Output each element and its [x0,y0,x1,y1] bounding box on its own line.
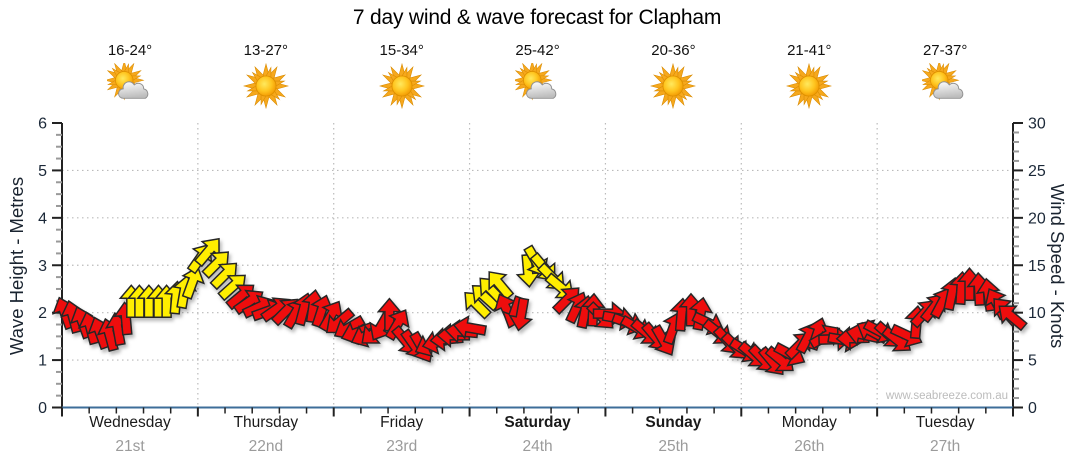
temp-range: 21-41° [787,42,832,59]
wind-arrow-light [998,305,1028,332]
temp-range: 13-27° [243,42,289,59]
day-name: Monday [781,414,837,431]
wind-arrow-strong [181,266,206,300]
temp-range: 27-37° [922,42,968,59]
wave-axis-tick-label: 1 [38,353,47,370]
day-name: Wednesday [89,414,171,431]
day-summary-sunday: 20-36° [605,42,741,114]
xaxis-day-tuesday: Tuesday 27th [877,414,1013,456]
wind-arrow-light [508,297,534,332]
wave-axis-tick-label: 4 [38,210,47,227]
temp-range: 20-36° [651,42,696,59]
wind-axis-tick-label: 25 [1028,163,1046,180]
wave-axis-tick-label: 3 [38,258,47,275]
day-date: 25th [658,438,689,455]
day-name: Sunday [645,414,702,431]
watermark: www.seabreeze.com.au [885,390,1008,402]
day-date: 27th [930,438,961,455]
day-summary-saturday: 25-42° [470,42,606,114]
xaxis-day-saturday: Saturday 24th [470,414,606,456]
chart-title: 7 day wind & wave forecast for Clapham [352,6,722,29]
wind-axis-tick-label: 15 [1028,258,1046,275]
day-date: 22nd [248,438,284,455]
day-summary-friday: 15-34° [334,42,470,114]
day-date: 24th [522,438,553,455]
wind-arrow-light [452,314,488,340]
wind-axis-tick-label: 5 [1028,353,1037,370]
wave-axis-tick-label: 5 [38,163,47,180]
day-name: Tuesday [915,414,975,431]
xaxis-day-wednesday: Wednesday 21st [62,414,198,456]
wind-arrow-strong [488,271,515,301]
wind-arrow-light [384,309,410,342]
xaxis-day-thursday: Thursday 22nd [198,414,334,456]
wind-axis-tick-label: 10 [1028,305,1046,322]
day-date: 21st [115,438,145,455]
wind-axis-tick-label: 20 [1028,210,1046,227]
wind-axis-tick-label: 30 [1028,116,1046,133]
day-name: Saturday [504,414,571,431]
xaxis-day-monday: Monday 26th [741,414,877,456]
day-name: Friday [380,414,424,431]
day-name: Thursday [233,414,299,431]
day-summary-tuesday: 27-37° [877,42,1013,114]
temp-range: 25-42° [515,42,560,59]
day-summary-monday: 21-41° [741,42,877,114]
day-summary-thursday: 13-27° [198,42,334,114]
xaxis-day-friday: Friday 23rd [334,414,470,456]
wave-axis-tick-label: 0 [38,400,47,417]
xaxis-day-sunday: Sunday 25th [605,414,741,456]
day-date: 26th [794,438,825,455]
wave-axis-tick-label: 2 [38,305,47,322]
temp-range: 16-24° [107,42,153,59]
day-date: 23rd [386,438,418,455]
temp-range: 15-34° [379,42,424,59]
wind-axis-tick-label: 0 [1028,400,1037,417]
wave-axis-tick-label: 6 [38,116,47,133]
day-summary-wednesday: 16-24° [62,42,198,114]
wind-arrow-series [52,237,1028,376]
